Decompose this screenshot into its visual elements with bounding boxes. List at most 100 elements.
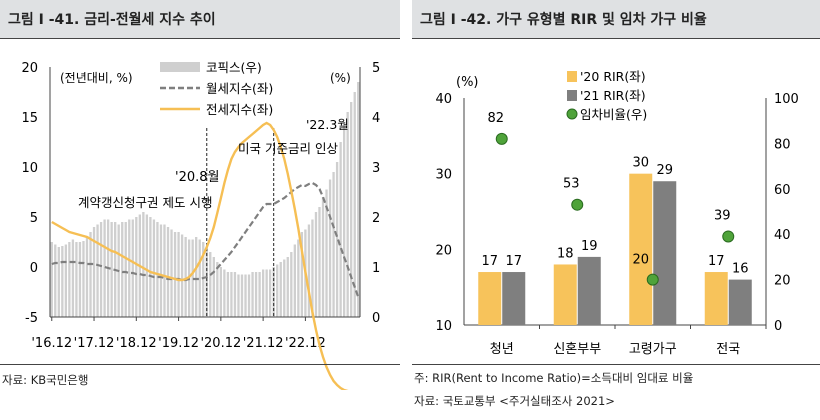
kofix-bar <box>272 267 275 317</box>
source-rule <box>0 364 400 365</box>
x-tick-label: 신혼부부 <box>553 342 601 357</box>
point-rental-ratio <box>571 198 584 211</box>
definition-note: 주: RIR(Rent to Income Ratio)=소득대비 임대료 비율 <box>414 371 694 385</box>
title-underline <box>0 38 400 39</box>
kofix-bar <box>85 237 89 317</box>
kofix-bar <box>61 246 64 317</box>
kofix-bar <box>166 227 170 317</box>
kofix-bar <box>350 102 353 317</box>
y-tick-label-right: 60 <box>774 183 791 198</box>
kofix-bar <box>99 222 103 317</box>
y-tick-label-left: 5 <box>30 211 38 226</box>
bar-rir-2020 <box>478 272 502 325</box>
x-tick-label: '17.12 <box>74 336 115 351</box>
kofix-bar <box>254 272 258 317</box>
kofix-bar <box>142 212 145 317</box>
data-label-rir-2020: 17 <box>481 254 498 269</box>
annotation-2022-03: '22.3월 <box>306 117 349 132</box>
kofix-bar <box>237 274 240 317</box>
data-label-rir-2021: 17 <box>505 254 522 269</box>
x-tick-label: 청년 <box>490 342 514 357</box>
y-tick-label-right: 2 <box>372 211 380 226</box>
y-tick-label-right: 4 <box>372 111 380 126</box>
monthly-rent-index-line <box>51 181 360 298</box>
left-axis-unit: (%) <box>456 75 479 90</box>
data-label-rir-2020: 18 <box>557 246 574 261</box>
annotation-2020-08: '20.8월 <box>175 170 219 185</box>
kofix-bar <box>314 212 318 317</box>
kofix-bar <box>177 232 180 317</box>
kofix-bar <box>103 219 106 317</box>
y-tick-label-right: 5 <box>372 61 380 76</box>
kofix-bar <box>265 269 268 317</box>
x-tick-label: '21.12 <box>243 336 284 351</box>
kofix-bar <box>269 269 272 317</box>
kofix-bar <box>223 269 226 317</box>
kofix-bar <box>233 272 237 317</box>
kofix-bar <box>110 222 113 317</box>
panel-rate-rent-index: 그림 I -41. 금리-전월세 지수 추이 -5 0 5 10 15 20 0 1 2 3 4 5 '… <box>0 0 400 420</box>
kofix-bar <box>205 247 208 317</box>
kofix-bar <box>209 252 212 317</box>
data-label-rir-2021: 19 <box>581 239 598 254</box>
y-tick-label-right: 1 <box>372 261 380 276</box>
chart-title: 그림 I -41. 금리-전월세 지수 추이 <box>0 0 400 38</box>
annotation-lease-renewal: 계약갱신청구권 제도 시행 <box>78 195 212 210</box>
y-tick-label-right: 0 <box>372 311 380 326</box>
kofix-bar <box>286 257 289 317</box>
data-label-rir-2021: 29 <box>656 163 673 178</box>
legend-label-rental-ratio: 임차비율(우) <box>580 107 647 122</box>
kofix-bar <box>332 172 335 317</box>
kofix-bar <box>149 217 152 317</box>
kofix-bar <box>300 232 304 317</box>
annotation-us-rate-hike: 미국 기준금리 인상 <box>238 141 338 156</box>
legend-label-jeonse: 전세지수(좌) <box>206 102 273 117</box>
point-rental-ratio <box>722 230 735 243</box>
kofix-bar <box>261 269 265 317</box>
bar-rir-2020 <box>629 173 653 325</box>
kofix-bar <box>202 242 205 317</box>
chart-rir-by-household: 10 20 30 40 0 20 40 60 80 100 (%) 17 18 30 17 17 19 29 16 청… <box>435 69 798 357</box>
kofix-bar <box>226 272 230 317</box>
kofix-bar <box>339 142 342 317</box>
y-tick-label-left: 10 <box>435 319 452 334</box>
chart-rate-rent-index: -5 0 5 10 15 20 0 1 2 3 4 5 '16.12'17.12'18.12'19.12… <box>21 60 380 390</box>
kofix-bar <box>57 247 60 317</box>
kofix-bar <box>145 214 149 317</box>
kofix-bar <box>124 222 127 317</box>
kofix-bar <box>96 224 99 317</box>
y-tick-label-right: 80 <box>774 137 791 152</box>
x-tick-label: '20.12 <box>200 336 241 351</box>
legend-swatch-rir-2020 <box>567 71 577 82</box>
y-tick-label-right: 40 <box>774 228 791 243</box>
kofix-bar <box>173 232 177 317</box>
x-tick-label: '16.12 <box>31 336 72 351</box>
kofix-bar <box>290 252 293 317</box>
source-note: 자료: 국토교통부 <주거실태조사 2021> <box>414 394 615 408</box>
kofix-bar <box>251 272 254 317</box>
kofix-bar <box>170 229 173 317</box>
kofix-bar <box>230 272 233 317</box>
kofix-bar <box>216 262 219 317</box>
y-tick-label-left: 30 <box>435 168 452 183</box>
y-tick-label-left: 15 <box>21 111 38 126</box>
y-tick-label-right: 20 <box>774 274 791 289</box>
kofix-bar <box>135 217 138 317</box>
right-axis-unit: (%) <box>330 71 351 85</box>
kofix-bar <box>82 241 85 317</box>
kofix-bar <box>75 242 78 317</box>
source-rule <box>412 364 820 365</box>
kofix-bar <box>276 264 279 317</box>
bar-rir-2021 <box>577 256 601 325</box>
legend-swatch-kofix <box>160 62 200 72</box>
bar-rir-2020 <box>553 264 577 325</box>
kofix-bar <box>54 244 57 317</box>
y-tick-label-left: 20 <box>435 243 452 258</box>
kofix-bar <box>92 227 96 317</box>
kofix-bar <box>297 239 300 317</box>
kofix-bar <box>328 179 332 317</box>
kofix-bar <box>357 82 360 317</box>
point-rental-ratio <box>646 273 659 286</box>
legend-swatch-rir-2021 <box>567 90 577 101</box>
kofix-bar <box>184 237 187 317</box>
